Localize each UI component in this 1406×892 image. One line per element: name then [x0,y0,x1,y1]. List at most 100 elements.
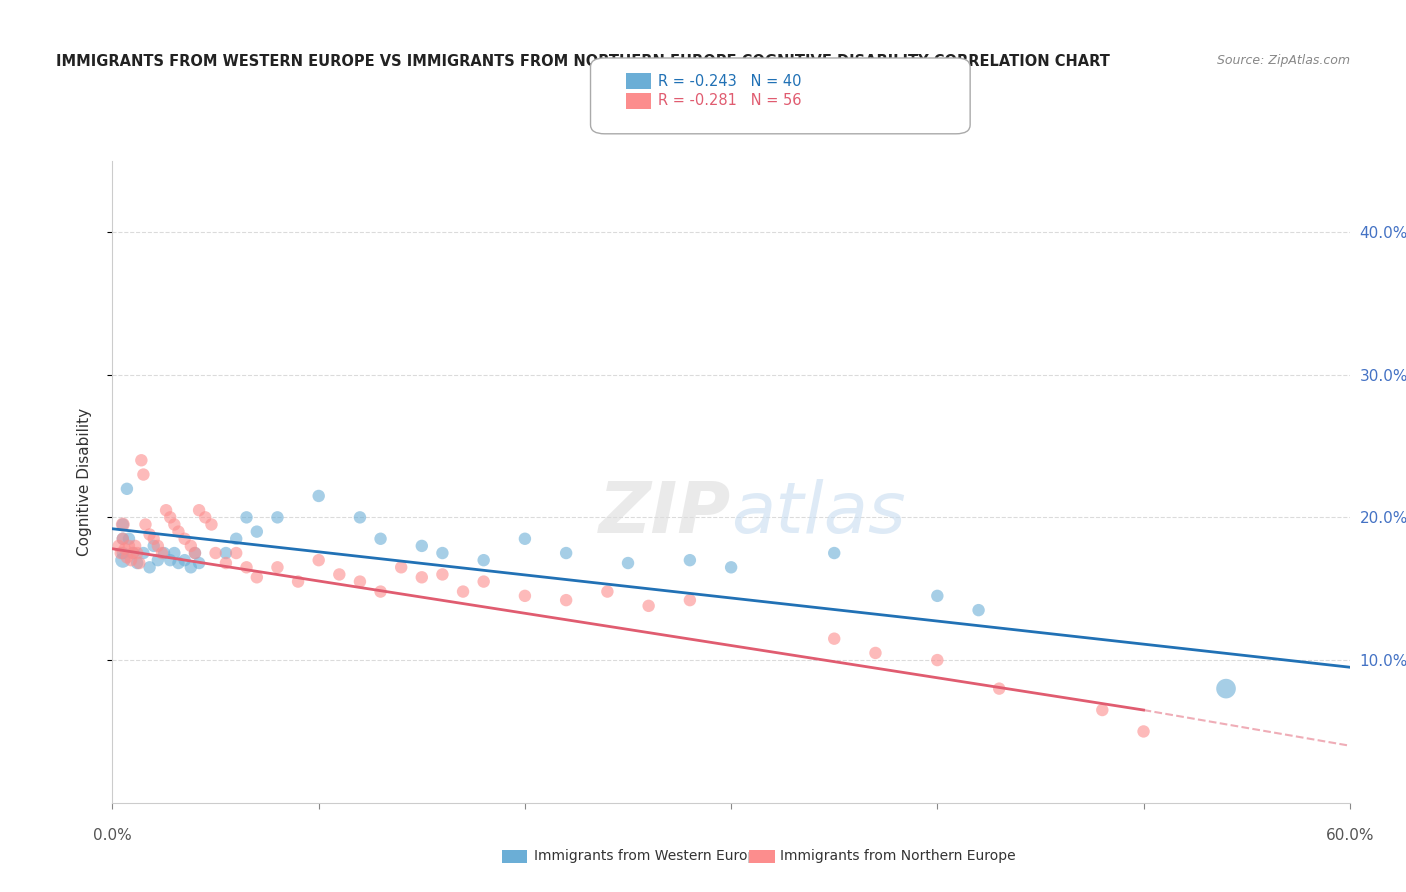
Text: IMMIGRANTS FROM WESTERN EUROPE VS IMMIGRANTS FROM NORTHERN EUROPE COGNITIVE DISA: IMMIGRANTS FROM WESTERN EUROPE VS IMMIGR… [56,54,1111,69]
Point [173,532,195,546]
Point [246,570,269,584]
Point [411,570,433,584]
Text: Immigrants from Western Europe: Immigrants from Western Europe [534,849,765,863]
Point [167,556,190,570]
Point [411,539,433,553]
Point [370,532,392,546]
Point [349,574,371,589]
Point [122,546,145,560]
Point [114,541,136,556]
Text: 0.0%: 0.0% [93,828,132,843]
Point [328,567,350,582]
Point [308,489,330,503]
Point [163,517,186,532]
Point [111,532,134,546]
Point [146,539,169,553]
Point [988,681,1011,696]
Point [184,546,207,560]
Point [865,646,887,660]
Point [111,546,134,560]
Point [555,546,578,560]
Point [927,653,949,667]
Point [370,584,392,599]
Point [349,510,371,524]
Point [637,599,659,613]
Point [432,567,454,582]
Point [127,556,149,570]
Point [180,539,202,553]
Point [122,546,145,560]
Point [188,556,211,570]
Point [111,517,134,532]
Point [225,532,247,546]
Point [215,546,238,560]
Point [132,546,155,560]
Point [927,589,949,603]
Point [720,560,742,574]
Point [146,553,169,567]
Point [124,539,146,553]
Point [159,510,181,524]
Point [142,532,165,546]
Point [389,560,412,574]
Point [451,584,474,599]
Point [120,553,142,567]
Point [679,593,702,607]
Y-axis label: Cognitive Disability: Cognitive Disability [77,408,91,556]
Point [128,556,150,570]
Point [432,546,454,560]
Point [235,510,257,524]
Point [115,550,138,565]
Point [308,553,330,567]
Point [110,546,132,560]
Point [188,503,211,517]
Point [173,553,195,567]
Point [513,589,536,603]
Point [107,539,129,553]
Point [115,482,138,496]
Text: R = -0.243   N = 40: R = -0.243 N = 40 [658,74,801,88]
Text: ZIP: ZIP [599,479,731,549]
Point [235,560,257,574]
Point [167,524,190,539]
Point [180,560,202,574]
Point [184,546,207,560]
Text: Immigrants from Northern Europe: Immigrants from Northern Europe [780,849,1017,863]
Text: Source: ZipAtlas.com: Source: ZipAtlas.com [1216,54,1350,67]
Point [127,546,149,560]
Point [159,553,181,567]
Point [153,546,176,560]
Point [555,593,578,607]
Point [472,553,495,567]
Point [138,527,160,541]
Point [134,517,156,532]
Point [596,584,619,599]
Point [246,524,269,539]
Point [138,560,160,574]
Text: atlas: atlas [731,479,905,549]
Point [111,553,134,567]
Point [111,517,134,532]
Point [142,539,165,553]
Point [513,532,536,546]
Point [225,546,247,560]
Point [155,503,177,517]
Point [1215,681,1237,696]
Point [1132,724,1154,739]
Point [150,546,173,560]
Point [200,517,222,532]
Point [132,467,155,482]
Point [266,560,288,574]
Point [967,603,990,617]
Point [118,532,141,546]
Point [194,510,217,524]
Point [266,510,288,524]
Text: R = -0.281   N = 56: R = -0.281 N = 56 [658,94,801,108]
Point [287,574,309,589]
Point [472,574,495,589]
Point [131,453,153,467]
Point [215,556,238,570]
Point [118,539,141,553]
Point [111,532,134,546]
Point [204,546,226,560]
